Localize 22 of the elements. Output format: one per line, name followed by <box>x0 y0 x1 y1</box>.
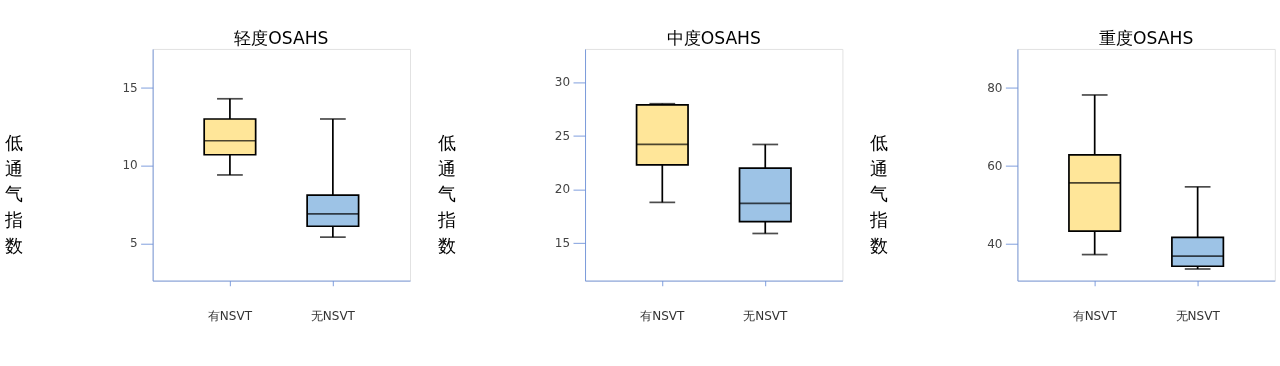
x-tick-label: 有NSVT <box>207 308 253 323</box>
y-tick-label: 20 <box>554 182 571 197</box>
y-tick-label: 15 <box>554 235 571 250</box>
y-axis-title: 低通气指数 <box>436 131 456 256</box>
chart-title: 重度OSAHS <box>1099 27 1194 48</box>
y-tick-label: 10 <box>122 158 138 173</box>
y-tick-label: 40 <box>987 236 1003 251</box>
y-tick-label: 30 <box>554 75 571 90</box>
x-tick-label: 有NSVT <box>640 308 686 323</box>
y-axis-title: 低通气指数 <box>869 131 889 256</box>
x-tick-label: 无NSVT <box>310 308 356 323</box>
x-tick-label: 有NSVT <box>1072 308 1118 323</box>
y-tick-label: 80 <box>987 80 1003 95</box>
chart-title: 轻度OSAHS <box>234 27 329 48</box>
x-tick-label: 无NSVT <box>1175 308 1221 323</box>
y-tick-label: 15 <box>122 80 138 95</box>
x-tick-label: 无NSVT <box>743 308 788 323</box>
y-tick-label: 5 <box>130 236 138 251</box>
y-tick-label: 60 <box>987 158 1003 173</box>
chart-title: 中度OSAHS <box>666 27 761 48</box>
y-axis-title: 低通气指数 <box>4 131 24 256</box>
y-tick-label: 25 <box>554 128 571 143</box>
